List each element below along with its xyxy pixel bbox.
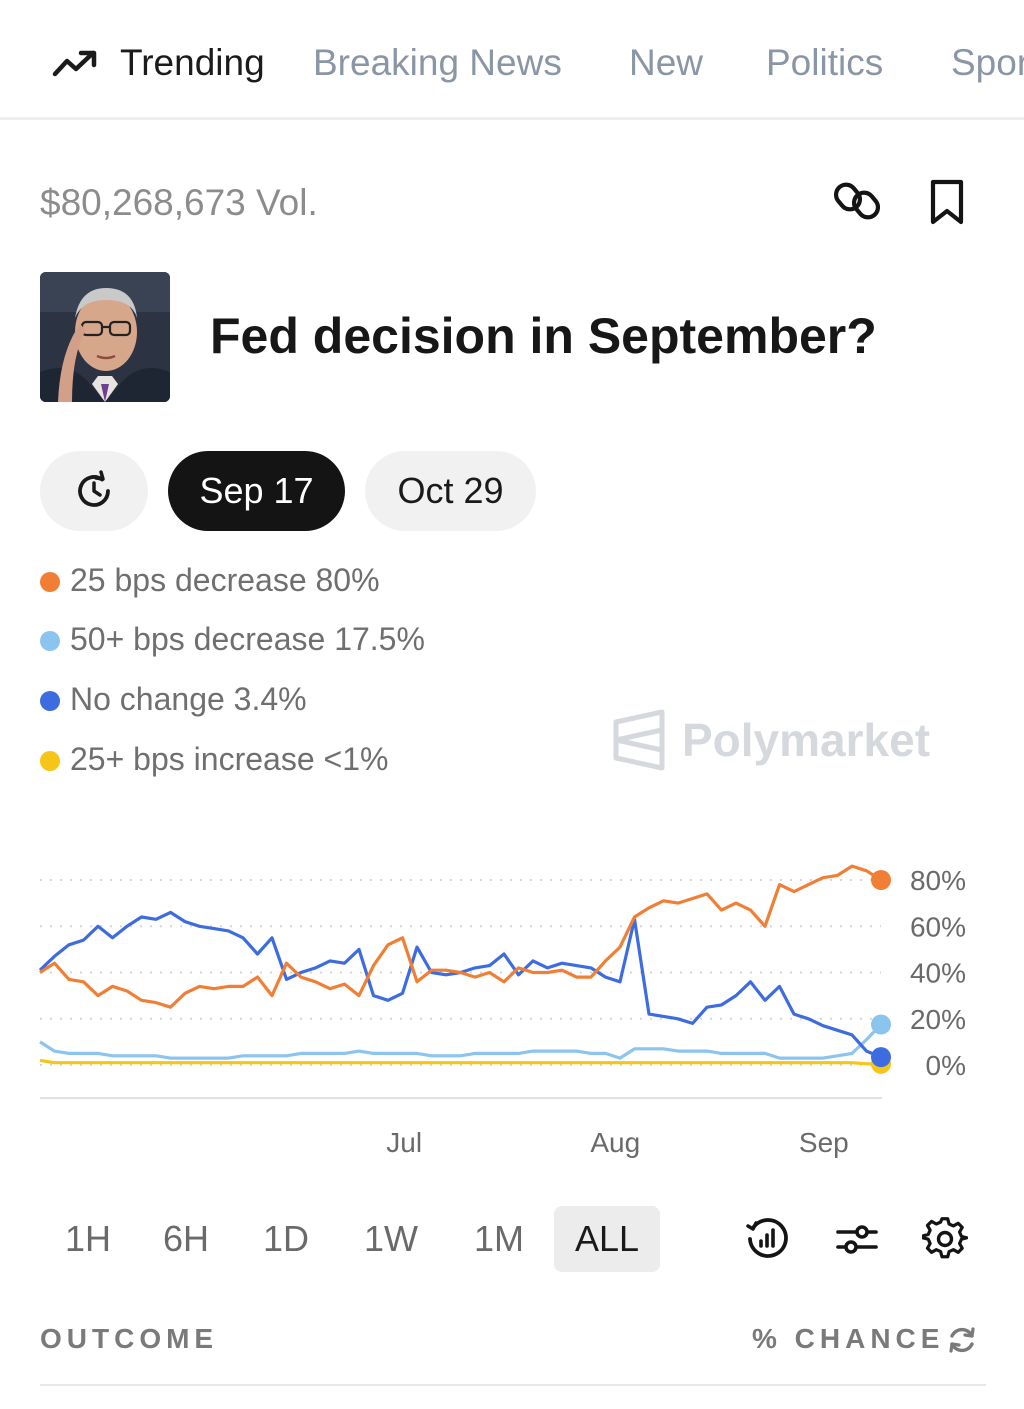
series-end-dot xyxy=(871,1047,891,1068)
divider xyxy=(40,1384,986,1386)
tab-new[interactable]: New xyxy=(629,42,704,83)
legend-item: 25 bps decrease 80% xyxy=(40,560,380,600)
tab-sports[interactable]: Sports xyxy=(951,42,1024,83)
series-end-dot xyxy=(871,1014,891,1035)
chance-column-header: % CHANCE xyxy=(752,1323,945,1354)
market-volume: $80,268,673 Vol. xyxy=(40,182,318,223)
trending-up-icon xyxy=(52,50,97,77)
legend-dot xyxy=(40,751,60,771)
range-6h[interactable]: 6H xyxy=(162,1218,210,1259)
range-1h[interactable]: 1H xyxy=(64,1218,112,1259)
market-image xyxy=(40,272,170,402)
history-button[interactable] xyxy=(40,451,148,531)
bookmark-icon[interactable] xyxy=(926,178,968,226)
refresh-icon[interactable] xyxy=(946,1324,978,1356)
series-line xyxy=(39,1023,883,1060)
series-line xyxy=(39,864,882,1009)
date-option-sep-17[interactable]: Sep 17 xyxy=(168,451,345,531)
tab-politics[interactable]: Politics xyxy=(766,42,884,83)
gear-icon[interactable] xyxy=(922,1216,968,1262)
x-tick-label: Sep xyxy=(799,1127,849,1158)
y-tick-label: 80% xyxy=(910,865,966,896)
date-option-oct-29[interactable]: Oct 29 xyxy=(365,451,536,531)
y-tick-label: 40% xyxy=(910,958,966,989)
history-icon xyxy=(78,470,110,507)
legend-label: 25+ bps increase <1% xyxy=(70,741,389,777)
probability-chart: 80% 60% 40% 20% 0% Jul Aug Sep xyxy=(38,864,966,1158)
legend-dot xyxy=(40,572,60,592)
sliders-icon[interactable] xyxy=(834,1216,880,1262)
polymarket-logo-icon xyxy=(613,709,665,771)
range-1m[interactable]: 1M xyxy=(473,1218,524,1259)
outcome-column-header: OUTCOME xyxy=(40,1323,219,1354)
x-tick-label: Aug xyxy=(590,1127,640,1158)
y-tick-label: 60% xyxy=(910,911,966,942)
legend-dot xyxy=(40,631,60,651)
top-nav: Trending Breaking News New Politics Spor… xyxy=(0,0,1024,120)
link-icon[interactable] xyxy=(834,178,880,224)
range-1w[interactable]: 1W xyxy=(364,1218,418,1259)
y-tick-label: 20% xyxy=(910,1004,966,1035)
y-tick-label: 0% xyxy=(926,1050,966,1081)
tab-trending[interactable]: Trending xyxy=(120,42,265,83)
legend-item: No change 3.4% xyxy=(40,679,307,719)
legend-item: 25+ bps increase <1% xyxy=(40,739,388,779)
range-all[interactable]: ALL xyxy=(554,1206,660,1272)
market-title: Fed decision in September? xyxy=(210,308,877,364)
watermark-text: Polymarket xyxy=(682,714,931,766)
legend-label: 25 bps decrease 80% xyxy=(70,562,380,598)
legend-label: 50+ bps decrease 17.5% xyxy=(70,621,425,657)
range-1d[interactable]: 1D xyxy=(262,1218,310,1259)
legend-item: 50+ bps decrease 17.5% xyxy=(40,619,425,659)
series-line xyxy=(38,910,882,1059)
tab-breaking-news[interactable]: Breaking News xyxy=(313,42,562,83)
x-tick-label: Jul xyxy=(386,1127,422,1158)
legend-label: No change 3.4% xyxy=(70,681,307,717)
market-stats-icon[interactable] xyxy=(744,1216,790,1262)
series-line xyxy=(39,1058,881,1066)
legend-dot xyxy=(40,691,60,711)
series-end-dot xyxy=(871,870,891,890)
